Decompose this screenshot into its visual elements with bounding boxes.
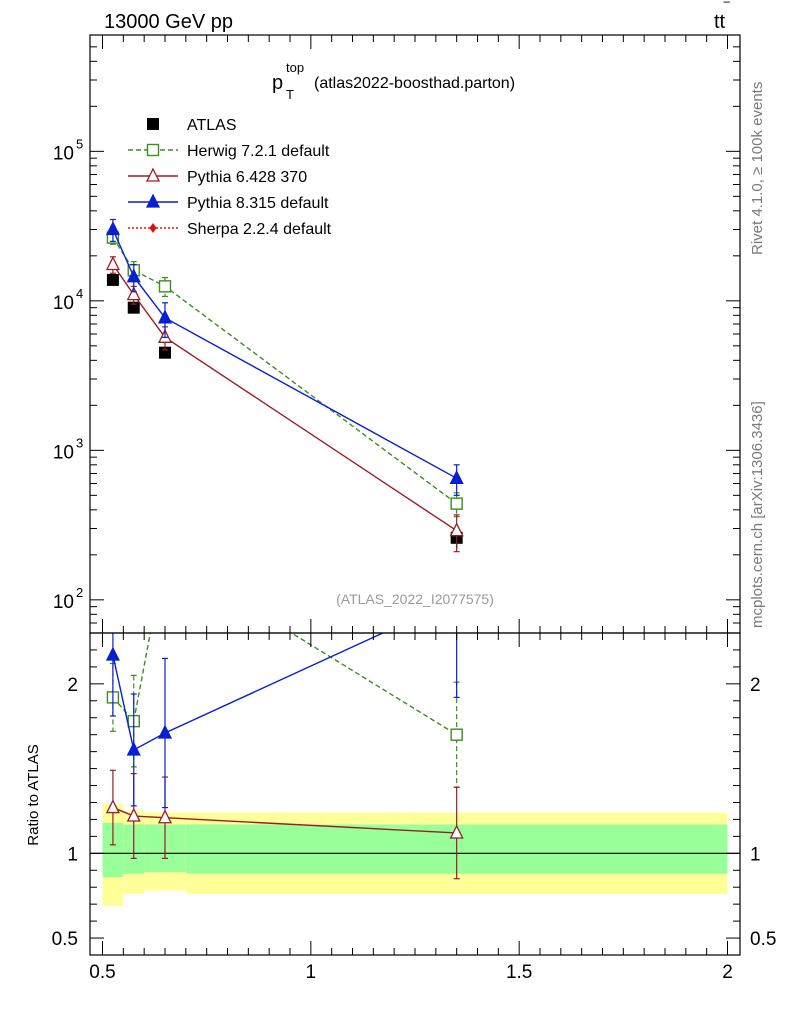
ratio-y-tick-label: 0.5 <box>52 929 78 950</box>
ratio-point-herwig-7-2-1-default <box>160 550 171 561</box>
y-tick-label: 10 <box>53 293 74 314</box>
ratio-y-tick-label-right: 0.5 <box>750 929 776 950</box>
ratio-y-tick-label: 1 <box>67 844 78 865</box>
point-pythia-6-428-370 <box>449 522 464 537</box>
legend-label-pythia-6-428-370: Pythia 6.428 370 <box>187 169 307 186</box>
svg-text:p: p <box>272 72 283 94</box>
y-tick-label: 10 <box>53 143 74 164</box>
point-herwig-7-2-1-default <box>158 280 172 293</box>
ratio-y-tick-label-right: 2 <box>750 675 761 696</box>
ratio-ylabel: Ratio to ATLAS <box>25 744 42 845</box>
legend-marker-atlas <box>147 118 159 130</box>
point-atlas <box>106 273 119 286</box>
ratio-line-pythia-8-315-default <box>112 633 385 751</box>
legend-item-sherpa-2-2-4-default: Sherpa 2.2.4 default <box>128 221 332 238</box>
rivet-label: Rivet 4.1.0, ≥ 100k events <box>749 82 766 255</box>
ratio-point-pythia-6-428-370 <box>449 824 464 839</box>
ratio-band-1sigma <box>102 822 124 878</box>
legend-label-sherpa-2-2-4-default: Sherpa 2.2.4 default <box>187 221 332 238</box>
energy-label: 13000 GeV pp <box>104 11 233 33</box>
legend-label-herwig-7-2-1-default: Herwig 7.2.1 default <box>187 143 330 160</box>
ratio-y-tick-label: 2 <box>67 675 78 696</box>
legend-label-atlas: ATLAS <box>187 117 237 134</box>
x-tick-label: 0.5 <box>89 962 115 983</box>
legend-item-atlas: ATLAS <box>147 117 237 134</box>
ratio-point-pythia-6-428-370 <box>105 799 120 814</box>
series-line-pythia-8-315-default <box>112 229 458 479</box>
y-tick-exponent: 3 <box>76 435 83 450</box>
point-pythia-8-315-default <box>157 309 173 324</box>
point-pythia-8-315-default <box>105 221 120 236</box>
svg-text:T: T <box>286 87 294 102</box>
title-sup: top <box>286 60 304 75</box>
ratio-frame <box>89 632 741 956</box>
legend-marker-pythia-8-315-default <box>145 193 161 208</box>
svg-text:(atlas2022-boosthad.parton): (atlas2022-boosthad.parton) <box>314 75 515 92</box>
point-herwig-7-2-1-default <box>450 497 463 510</box>
x-axis: 0.5 1 1.5 2 <box>89 35 733 983</box>
legend-item-herwig-7-2-1-default: Herwig 7.2.1 default <box>128 143 330 160</box>
point-pythia-8-315-default <box>126 268 141 283</box>
ratio-series <box>105 550 464 880</box>
ratio-point-pythia-6-428-370 <box>157 809 173 824</box>
svg-text:top: top <box>286 60 304 75</box>
x-tick-label: 1 <box>306 962 317 983</box>
ratio-point-herwig-7-2-1-default <box>450 728 463 741</box>
y-tick-exponent: 4 <box>76 286 83 301</box>
ratio-panel: 0.5 0.5 1 1 2 2 Ratio to ATLAS <box>25 550 776 956</box>
ratio-point-pythia-8-315-default <box>105 646 120 661</box>
ratio-y-tick-label-right: 1 <box>750 844 761 865</box>
legend-item-pythia-8-315-default: Pythia 8.315 default <box>128 193 329 212</box>
legend-marker-pythia-6-428-370 <box>145 167 161 182</box>
ratio-ticks: 0.5 0.5 1 1 2 2 <box>52 649 776 950</box>
title-p: p <box>272 72 283 94</box>
series-line-pythia-6-428-370 <box>112 264 458 532</box>
ratio-point-pythia-6-428-370 <box>126 807 141 822</box>
process-label: tt <box>714 11 726 33</box>
point-pythia-6-428-370 <box>126 286 141 301</box>
analysis-label: (ATLAS_2022_I2077575) <box>336 591 494 607</box>
x-tick-label: 1.5 <box>506 962 532 983</box>
y-tick-label: 10 <box>53 592 74 613</box>
x-tick-label: 2 <box>722 962 733 983</box>
y-tick-exponent: 5 <box>76 136 83 151</box>
title-rest: (atlas2022-boosthad.parton) <box>314 75 515 92</box>
mcplots-label: mcplots.cern.ch [arXiv:1306.3436] <box>749 401 766 628</box>
point-pythia-8-315-default <box>449 469 464 484</box>
title-sub: T <box>286 87 294 102</box>
plot-title: p top T (atlas2022-boosthad.parton) <box>272 60 515 102</box>
process-bar: ‾ <box>723 1 730 18</box>
legend: ATLAS Herwig 7.2.1 default Pythia 6.428 37… <box>128 117 332 238</box>
legend-marker-sherpa-2-2-4-default <box>149 223 157 233</box>
y-tick-exponent: 2 <box>76 585 83 600</box>
legend-item-pythia-6-428-370: Pythia 6.428 370 <box>128 167 307 186</box>
main-series <box>105 218 464 553</box>
ratio-point-pythia-8-315-default <box>126 741 141 756</box>
point-pythia-6-428-370 <box>105 256 120 271</box>
legend-label-pythia-8-315-default: Pythia 8.315 default <box>187 195 329 212</box>
ratio-line-pythia-6-428-370 <box>112 806 457 834</box>
process-t: tt <box>714 11 726 33</box>
legend-marker-herwig-7-2-1-default <box>146 143 160 157</box>
y-tick-label: 10 <box>53 442 74 463</box>
ratio-point-pythia-8-315-default <box>157 724 173 739</box>
